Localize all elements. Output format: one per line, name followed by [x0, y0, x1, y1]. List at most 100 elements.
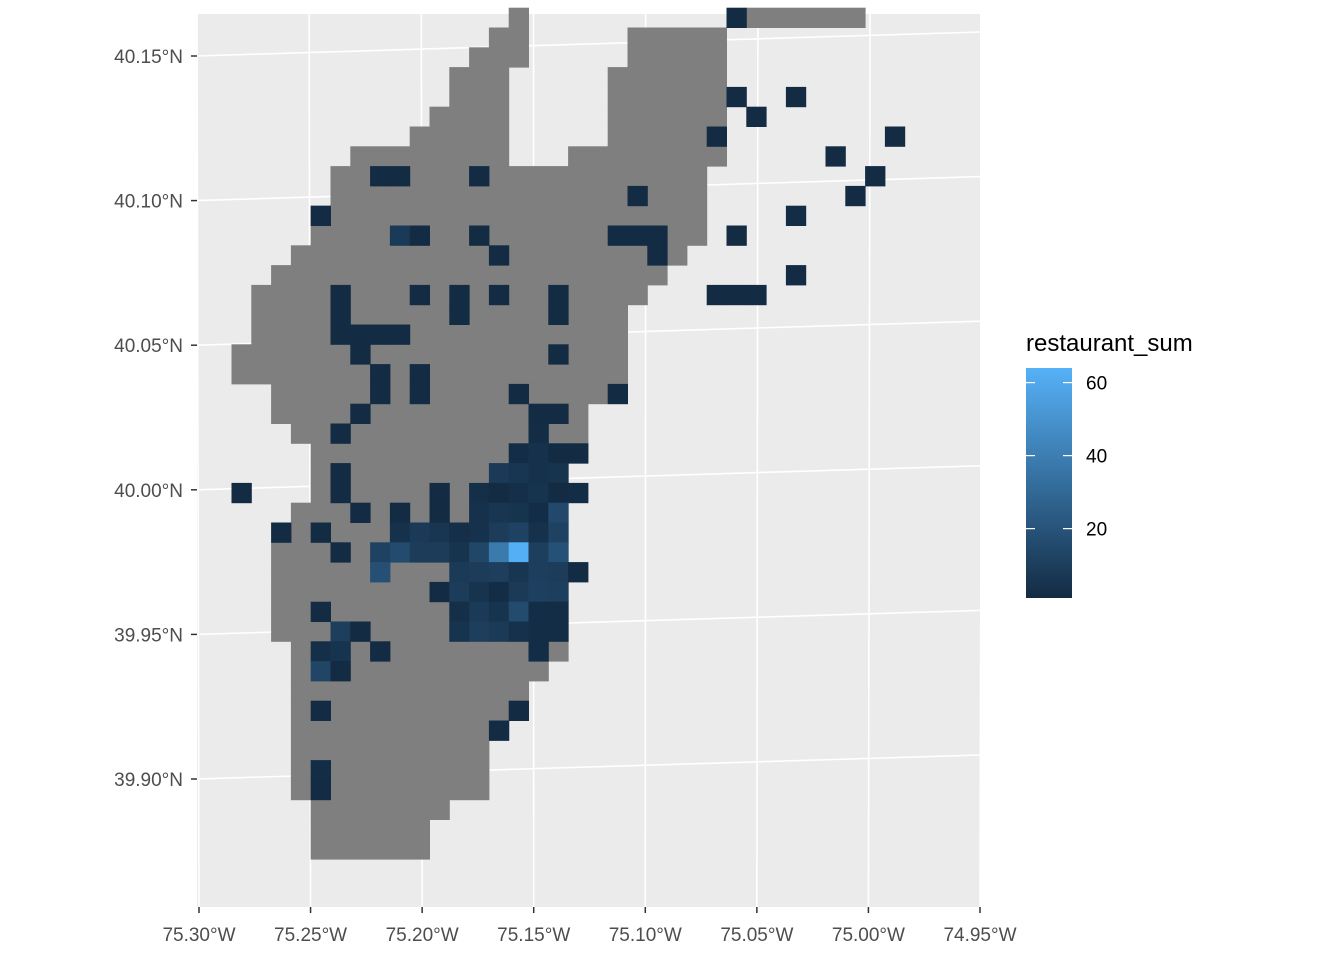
legend-tick-label: 40	[1086, 447, 1107, 468]
data-cell	[627, 225, 648, 246]
region-cell	[607, 126, 727, 147]
data-cell	[647, 225, 668, 246]
data-cell	[508, 542, 529, 563]
data-cell	[389, 502, 411, 523]
data-cell	[548, 403, 569, 424]
x-tick-label: 75.10°W	[609, 925, 682, 946]
data-cell	[528, 542, 549, 563]
region-cell	[310, 799, 450, 820]
data-cell	[429, 581, 450, 603]
region-cell	[429, 106, 510, 127]
data-cell	[488, 284, 510, 306]
data-cell	[508, 700, 529, 721]
region-cell	[627, 47, 727, 68]
data-cell	[627, 185, 648, 207]
data-cell	[409, 284, 430, 306]
data-cell	[330, 463, 351, 484]
data-cell	[350, 621, 371, 642]
legend-tick-label: 60	[1086, 374, 1107, 395]
data-cell	[330, 641, 351, 662]
region-cell	[310, 205, 708, 226]
data-cell	[350, 502, 371, 523]
meridian-line	[196, 13, 200, 908]
region-cell	[290, 760, 490, 781]
region-cell	[449, 86, 510, 108]
data-cell	[370, 542, 391, 563]
data-cell	[488, 245, 510, 266]
meridian-line	[979, 13, 984, 908]
data-cell	[528, 463, 549, 484]
y-tick-label: 40.10°N	[114, 192, 183, 213]
region-cell	[330, 185, 708, 207]
data-cell	[548, 542, 569, 563]
restaurant-cells	[231, 7, 906, 801]
region-cell	[627, 27, 727, 48]
data-cell	[746, 106, 767, 127]
data-cell	[488, 522, 510, 543]
region-cell	[231, 344, 628, 365]
region-cell	[271, 265, 668, 286]
data-cell	[726, 86, 747, 108]
data-cell	[508, 601, 529, 622]
data-cell	[310, 601, 331, 622]
data-cell	[469, 581, 490, 603]
x-tick-label: 75.00°W	[832, 925, 905, 946]
data-cell	[488, 542, 510, 563]
data-cell	[845, 185, 866, 207]
data-cell	[389, 225, 411, 246]
legend-ticks: 60 40 20	[1026, 374, 1107, 541]
legend-tick-label: 20	[1086, 520, 1107, 541]
region-cell	[290, 700, 529, 721]
data-cell	[370, 166, 391, 187]
data-cell	[409, 364, 430, 385]
data-cell	[488, 621, 510, 642]
y-tick-label: 40.15°N	[114, 47, 183, 68]
region-cell	[488, 27, 529, 48]
data-cell	[726, 284, 747, 306]
region-cell	[290, 720, 510, 741]
x-tick-label: 75.05°W	[720, 925, 793, 946]
data-cell	[330, 304, 351, 325]
data-cell	[370, 641, 391, 662]
data-cell	[528, 403, 549, 424]
data-cell	[785, 265, 807, 286]
data-cell	[568, 562, 589, 583]
region-cell	[290, 740, 490, 761]
data-cell	[706, 284, 727, 306]
region-cell	[449, 67, 510, 88]
data-cell	[548, 621, 569, 642]
region-cell	[409, 126, 510, 147]
x-tick-label: 74.95°W	[943, 925, 1016, 946]
data-cell	[429, 522, 450, 543]
data-cell	[548, 562, 569, 583]
data-cell	[548, 522, 569, 543]
data-cell	[548, 601, 569, 622]
data-cell	[548, 482, 569, 504]
data-cell	[449, 581, 470, 603]
region-cell	[290, 680, 529, 702]
region-cell	[568, 146, 727, 167]
region-cell	[469, 47, 529, 68]
data-cell	[409, 225, 430, 246]
data-cell	[508, 463, 529, 484]
data-cell	[370, 383, 391, 405]
region-cell	[271, 383, 609, 405]
x-axis: 75.30°W 75.25°W 75.20°W 75.15°W 75.10°W 75.05…	[162, 907, 1017, 946]
legend-colorbar	[1026, 368, 1072, 598]
data-cell	[469, 166, 490, 187]
data-cell	[548, 284, 569, 306]
data-cell	[528, 502, 549, 523]
data-cell	[330, 482, 351, 504]
data-cell	[350, 344, 371, 365]
data-cell	[528, 562, 549, 583]
data-cell	[469, 482, 490, 504]
data-cell	[865, 166, 886, 187]
data-cell	[389, 522, 411, 543]
data-cell	[389, 324, 411, 345]
data-cell	[528, 621, 549, 642]
region-cell	[330, 166, 708, 187]
data-cell	[370, 364, 391, 385]
data-cell	[449, 562, 470, 583]
data-cell	[884, 126, 906, 147]
data-cell	[825, 146, 846, 167]
